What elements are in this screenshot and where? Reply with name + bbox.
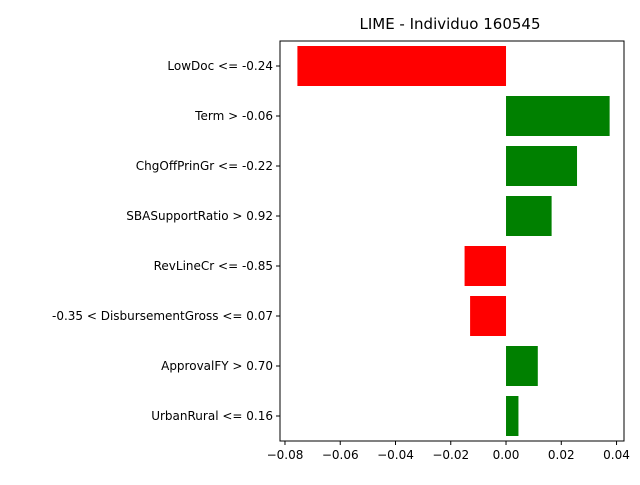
bar-4 [464,246,507,286]
bar-7 [506,396,519,436]
ticks-layer: LowDoc <= -0.24 Term > -0.06 ChgOffPrinGr … [52,59,630,462]
axes-layer [279,40,625,442]
plot-frame [279,40,625,442]
chart-title: LIME - Individuo 160545 [359,15,540,33]
x-tick-label-2: −0.04 [377,448,414,462]
x-tick-label-6: 0.04 [603,448,630,462]
y-tick-label-1: Term > -0.06 [194,109,273,123]
y-tick-label-5: -0.35 < DisbursementGross <= 0.07 [52,309,273,323]
bar-2 [506,146,578,186]
x-tick-label-5: 0.02 [548,448,575,462]
bar-3 [506,196,552,236]
bar-1 [506,96,610,136]
y-tick-label-3: SBASupportRatio > 0.92 [126,209,273,223]
y-tick-label-4: RevLineCr <= -0.85 [154,259,273,273]
x-tick-label-1: −0.06 [322,448,359,462]
bars-layer [297,46,610,436]
y-tick-label-7: UrbanRural <= 0.16 [151,409,273,423]
y-tick-label-6: ApprovalFY > 0.70 [161,359,273,373]
x-tick-label-3: −0.02 [432,448,469,462]
x-tick-label-4: 0.00 [493,448,520,462]
bar-5 [470,296,507,336]
bar-0 [297,46,507,86]
x-tick-label-0: −0.08 [267,448,304,462]
bar-6 [506,346,538,386]
y-tick-label-2: ChgOffPrinGr <= -0.22 [136,159,273,173]
y-tick-label-0: LowDoc <= -0.24 [167,59,273,73]
